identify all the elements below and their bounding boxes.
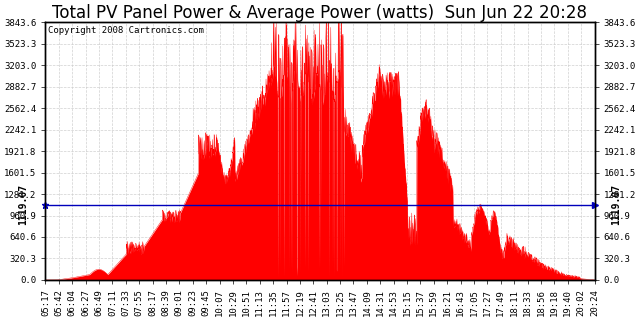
Text: 1119.07: 1119.07 [611, 184, 621, 226]
Text: 1119.07: 1119.07 [19, 184, 28, 226]
Text: Copyright 2008 Cartronics.com: Copyright 2008 Cartronics.com [48, 26, 204, 35]
Title: Total PV Panel Power & Average Power (watts)  Sun Jun 22 20:28: Total PV Panel Power & Average Power (wa… [52, 4, 588, 22]
